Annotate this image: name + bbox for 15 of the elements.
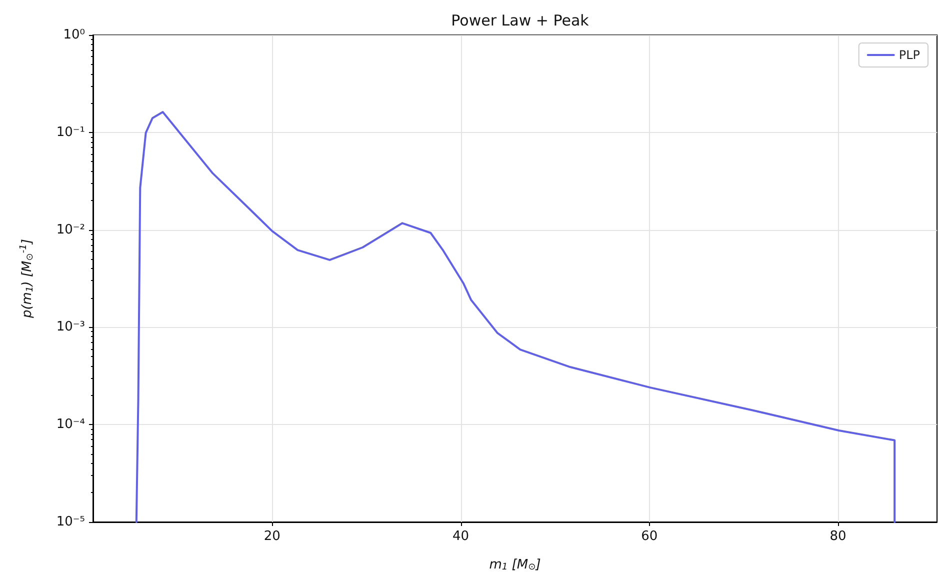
- y-tick-label: 10⁰: [63, 28, 85, 42]
- y-tick-label: 10⁻⁵: [56, 514, 85, 530]
- x-tick-label: 80: [830, 529, 846, 544]
- x-axis-title: m1 [M⊙]: [489, 558, 541, 573]
- chart-title: Power Law + Peak: [451, 12, 590, 30]
- y-axis-title: p(m1) [M⊙-1]: [19, 238, 36, 320]
- y-tick-label: 10⁻³: [56, 320, 85, 335]
- legend-label: PLP: [898, 48, 920, 62]
- x-tick-label: 60: [641, 529, 658, 544]
- y-tick-label: 10⁻²: [56, 222, 85, 238]
- line-series: [135, 110, 896, 523]
- x-tick-label: 40: [452, 529, 470, 544]
- x-tick-label: 20: [264, 529, 280, 544]
- y-tick-label: 10⁻⁴: [56, 417, 85, 432]
- y-tick-label: 10⁻¹: [56, 124, 85, 140]
